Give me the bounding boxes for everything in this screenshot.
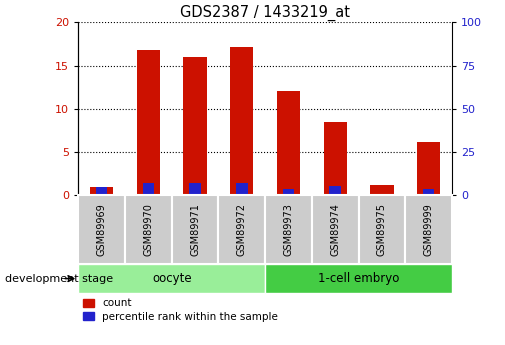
Bar (359, 195, 406, 264)
Text: GSM89975: GSM89975 (377, 203, 387, 256)
Bar (370, 186, 393, 195)
Bar (277, 91, 300, 195)
Text: 1-cell embryo: 1-cell embryo (318, 272, 399, 285)
Bar (90, 187, 113, 195)
Bar (417, 142, 440, 195)
Bar (183, 57, 207, 195)
Text: GSM89974: GSM89974 (330, 203, 340, 256)
Text: GSM89972: GSM89972 (237, 203, 247, 256)
Bar (219, 195, 265, 264)
Bar (230, 47, 254, 195)
Bar (312, 195, 359, 264)
Text: oocyte: oocyte (152, 272, 191, 285)
Text: GSM89970: GSM89970 (143, 203, 154, 256)
Bar (172, 195, 219, 264)
Text: GSM89969: GSM89969 (96, 203, 107, 256)
Title: GDS2387 / 1433219_at: GDS2387 / 1433219_at (180, 5, 350, 21)
Text: GSM89973: GSM89973 (283, 203, 293, 256)
Bar (265, 195, 312, 264)
Bar (265, 264, 452, 293)
Bar (406, 195, 452, 264)
Bar (78, 195, 125, 264)
Text: GSM89971: GSM89971 (190, 203, 200, 256)
Bar (236, 183, 247, 195)
Text: development stage: development stage (5, 274, 113, 284)
Bar (283, 189, 294, 195)
Text: GSM89999: GSM89999 (424, 203, 434, 256)
Bar (142, 183, 154, 195)
Bar (324, 122, 347, 195)
Bar (423, 189, 434, 195)
Bar (78, 264, 265, 293)
Legend: count, percentile rank within the sample: count, percentile rank within the sample (83, 298, 278, 322)
Bar (96, 187, 108, 195)
Bar (137, 50, 160, 195)
Bar (125, 195, 172, 264)
Bar (329, 186, 341, 195)
Bar (189, 183, 201, 195)
Bar (376, 194, 388, 195)
